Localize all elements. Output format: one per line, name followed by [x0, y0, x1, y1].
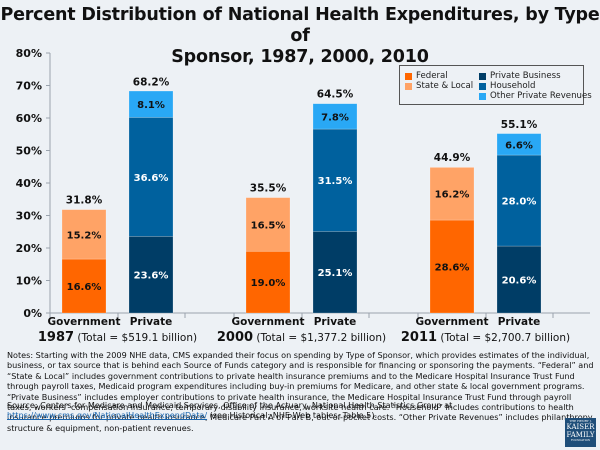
group-total: (Total = $2,700.7 billion)	[437, 332, 570, 344]
group-label: 2011 (Total = $2,700.7 billion)	[401, 330, 570, 345]
category-label: Private	[314, 316, 357, 328]
source-prefix: Source: Centers for Medicare and Medicai…	[7, 400, 453, 410]
category-label: Private	[130, 316, 173, 328]
chart-title: Percent Distribution of National Health …	[0, 5, 600, 68]
y-tick-label: 60%	[16, 112, 42, 125]
bar-segment-household	[312, 128, 358, 232]
group-year: 1987	[38, 330, 74, 345]
source-suffix: (see Historical; NHE Web tables, Table 5…	[207, 410, 378, 421]
legend-swatch-private-business	[479, 72, 486, 80]
bar-segment-other-private-revenues	[312, 103, 358, 130]
segment-value-label: 8.1%	[137, 100, 165, 111]
segment-value-label: 23.6%	[134, 271, 169, 282]
legend-item-private-business: Private Business	[479, 71, 561, 81]
legend-swatch-state-local	[405, 82, 412, 90]
bar-segment-private-business	[496, 245, 542, 314]
segment-value-label: 7.8%	[321, 112, 349, 123]
logo-line-4: FOUNDATION	[570, 439, 591, 442]
category-label: Private	[498, 316, 541, 328]
legend-swatch-federal	[405, 72, 412, 80]
group-label: 1987 (Total = $519.1 billion)	[38, 330, 197, 345]
bar-total-label: 64.5%	[317, 88, 354, 100]
legend-item-state-local: State & Local	[405, 81, 473, 91]
bar-total-label: 44.9%	[434, 152, 471, 164]
title-line-2: Sponsor, 1987, 2000, 2010	[171, 47, 429, 67]
y-tick-label: 10%	[16, 275, 42, 288]
legend-item-other-private-revenues: Other Private Revenues	[479, 91, 592, 101]
segment-value-label: 25.1%	[318, 268, 353, 279]
segment-value-label: 28.0%	[502, 197, 537, 208]
group-total: (Total = $1,377.2 billion)	[253, 332, 386, 344]
legend-item-federal: Federal	[405, 71, 448, 81]
legend-swatch-household	[479, 82, 486, 90]
legend-label-private-business: Private Business	[490, 71, 561, 81]
group-year: 2011	[401, 330, 437, 345]
kaiser-family-foundation-logo: THE HENRY J. KAISER FAMILY FOUNDATION	[565, 418, 596, 447]
bar-total-label: 35.5%	[250, 183, 287, 195]
bar-total-label: 68.2%	[133, 76, 170, 88]
group-year: 2000	[217, 330, 253, 345]
category-label: Government	[231, 316, 304, 328]
source-link[interactable]: https://www.cms.gov/NationalHealthExpend…	[7, 410, 208, 421]
title-line-1: Percent Distribution of National Health …	[0, 5, 600, 46]
y-tick-label: 70%	[16, 80, 42, 93]
segment-value-label: 16.5%	[251, 220, 286, 231]
segment-value-label: 6.6%	[505, 140, 533, 151]
segment-value-label: 36.6%	[134, 173, 169, 184]
legend-label-household: Household	[490, 81, 536, 91]
bar-total-label: 31.8%	[66, 195, 103, 207]
legend-label-federal: Federal	[416, 71, 448, 81]
y-tick-label: 50%	[16, 145, 42, 158]
logo-line-1: THE HENRY J.	[569, 419, 592, 423]
segment-value-label: 19.0%	[251, 278, 286, 289]
bar-segment-private-business	[128, 236, 174, 314]
legend: Federal State & Local Private Business H…	[399, 65, 592, 105]
y-tick-label: 0%	[23, 307, 42, 320]
group-label: 2000 (Total = $1,377.2 billion)	[217, 330, 386, 345]
bar-segment-private-business	[312, 231, 358, 314]
notes-text: Notes: Starting with the 2009 NHE data, …	[7, 350, 596, 433]
category-label: Government	[47, 316, 120, 328]
y-tick-label: 80%	[16, 47, 42, 60]
segment-value-label: 20.6%	[502, 276, 537, 287]
y-tick-label: 30%	[16, 210, 42, 223]
bar-segment-state-local	[61, 209, 107, 260]
bar-segment-other-private-revenues	[496, 133, 542, 156]
y-tick-label: 40%	[16, 177, 42, 190]
bar-total-label: 55.1%	[501, 119, 538, 131]
bar-segment-other-private-revenues	[128, 90, 174, 118]
chart: 0% 10% 20% 30% 40% 50% 60% 70% 80% 16.6% 15.2% 31.8…	[16, 47, 590, 345]
legend-label-other-private-revenues: Other Private Revenues	[490, 91, 592, 101]
segment-value-label: 28.6%	[435, 263, 470, 274]
logo-line-2: KAISER	[566, 423, 595, 431]
bar-segment-state-local	[245, 197, 291, 252]
segment-value-label: 15.2%	[67, 230, 102, 241]
group-total: (Total = $519.1 billion)	[74, 332, 197, 344]
segment-value-label: 16.6%	[67, 282, 102, 293]
source-text: Source: Centers for Medicare and Medicai…	[7, 400, 527, 421]
category-label: Government	[415, 316, 488, 328]
legend-label-state-local: State & Local	[416, 81, 474, 91]
bar-segment-state-local	[429, 167, 475, 221]
bar-segment-household	[496, 154, 542, 247]
bar-segment-household	[128, 117, 174, 237]
y-tick-label: 20%	[16, 242, 42, 255]
segment-value-label: 16.2%	[435, 190, 470, 201]
legend-item-household: Household	[479, 81, 535, 91]
legend-swatch-other-private-revenues	[479, 92, 486, 100]
segment-value-label: 31.5%	[318, 176, 353, 187]
logo-line-3: FAMILY	[566, 431, 595, 439]
bar-segment-federal	[429, 219, 475, 314]
